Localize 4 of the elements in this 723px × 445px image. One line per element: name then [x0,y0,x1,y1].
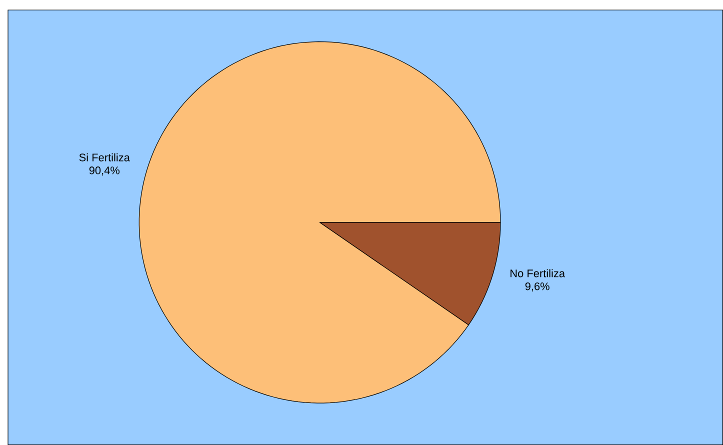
data-label: 9,6% [525,282,550,292]
data-label: 90,4% [89,166,120,176]
slice-label: No Fertiliza [510,269,566,278]
slice-label: Si Fertiliza [79,153,130,162]
